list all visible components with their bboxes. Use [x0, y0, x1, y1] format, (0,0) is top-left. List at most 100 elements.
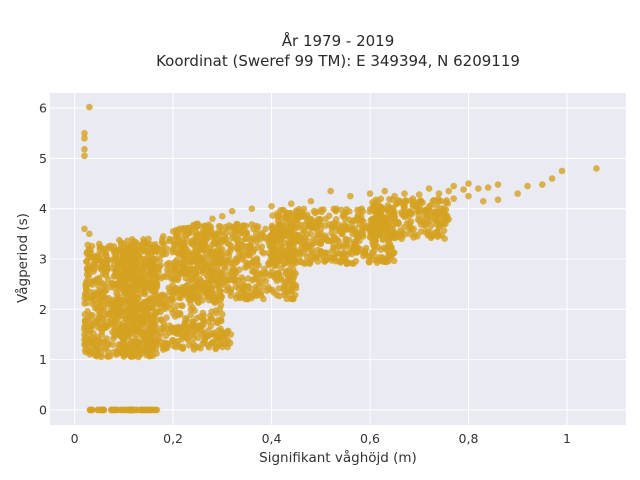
data-point [176, 237, 183, 245]
data-point [157, 304, 165, 311]
data-point [132, 335, 139, 343]
data-point [148, 315, 156, 323]
data-point [220, 281, 227, 288]
data-point [181, 262, 188, 270]
data-point [301, 242, 309, 249]
data-point [169, 342, 177, 349]
data-point [139, 246, 147, 254]
data-point [300, 205, 308, 213]
data-point [391, 212, 398, 220]
data-point [122, 262, 130, 270]
data-point [200, 241, 208, 249]
data-point [84, 347, 91, 354]
data-point [120, 268, 128, 275]
y-tick-label: 5 [39, 151, 47, 166]
data-point [151, 257, 159, 265]
data-point [268, 222, 276, 230]
data-point [327, 187, 334, 195]
data-point [207, 315, 215, 323]
x-tick-label: 0,4 [262, 431, 282, 446]
data-point [182, 274, 190, 282]
data-point [342, 223, 349, 230]
data-point [170, 245, 177, 252]
data-point [286, 221, 294, 229]
data-point [187, 306, 195, 313]
data-point [268, 202, 275, 210]
data-point [208, 289, 216, 297]
data-point [322, 222, 329, 229]
data-point [199, 340, 206, 347]
data-point [193, 237, 201, 244]
data-point [83, 271, 91, 278]
data-point [313, 231, 321, 238]
data-point [176, 270, 183, 278]
data-point [81, 146, 88, 153]
data-point [128, 293, 136, 301]
data-point [218, 245, 226, 253]
data-point [276, 247, 284, 255]
chart-title: År 1979 - 2019 [282, 31, 395, 50]
data-point [110, 284, 118, 291]
data-point [153, 248, 161, 255]
data-point [163, 314, 170, 321]
data-point [228, 207, 236, 215]
data-point [222, 265, 229, 272]
data-point [151, 241, 159, 248]
data-point [408, 209, 416, 217]
data-point [81, 341, 88, 348]
data-point [366, 190, 374, 197]
data-point [287, 200, 295, 207]
data-point [81, 225, 88, 233]
data-point [153, 283, 161, 291]
data-point [336, 249, 343, 257]
data-point [359, 217, 367, 225]
data-point [148, 297, 156, 305]
data-point [199, 236, 206, 244]
data-point [146, 304, 153, 312]
data-point [317, 248, 325, 255]
data-point [81, 152, 88, 160]
y-tick-label: 4 [39, 201, 47, 216]
data-point [243, 235, 250, 243]
data-point [277, 253, 285, 261]
data-point [268, 253, 275, 260]
data-point [524, 182, 531, 190]
data-point [135, 252, 142, 259]
data-point [192, 271, 200, 278]
data-point [86, 245, 93, 253]
data-point [193, 264, 201, 271]
data-point [178, 251, 186, 259]
data-point [189, 331, 197, 338]
data-point [300, 226, 307, 233]
data-point [361, 224, 369, 232]
data-point [208, 285, 216, 292]
data-point [147, 323, 154, 330]
data-point [95, 336, 102, 343]
data-point [114, 259, 121, 267]
data-point [351, 225, 359, 232]
data-point [401, 204, 408, 212]
data-point [214, 267, 221, 274]
data-point [292, 248, 300, 255]
data-point [229, 223, 236, 231]
data-point [166, 237, 173, 245]
data-point [325, 249, 332, 257]
data-point [103, 265, 110, 273]
data-point [84, 264, 91, 272]
data-point [155, 268, 162, 275]
data-point [179, 345, 187, 352]
data-point [143, 256, 151, 263]
data-point [317, 240, 325, 248]
data-point [122, 315, 130, 322]
data-point [145, 348, 152, 356]
data-point [188, 276, 195, 284]
data-point [291, 224, 299, 232]
data-point [248, 205, 256, 212]
data-point [374, 202, 382, 209]
data-point [350, 260, 357, 267]
data-point [141, 302, 148, 310]
data-point [292, 233, 300, 240]
data-point [310, 219, 318, 227]
data-point [243, 252, 251, 259]
data-point [155, 341, 162, 348]
